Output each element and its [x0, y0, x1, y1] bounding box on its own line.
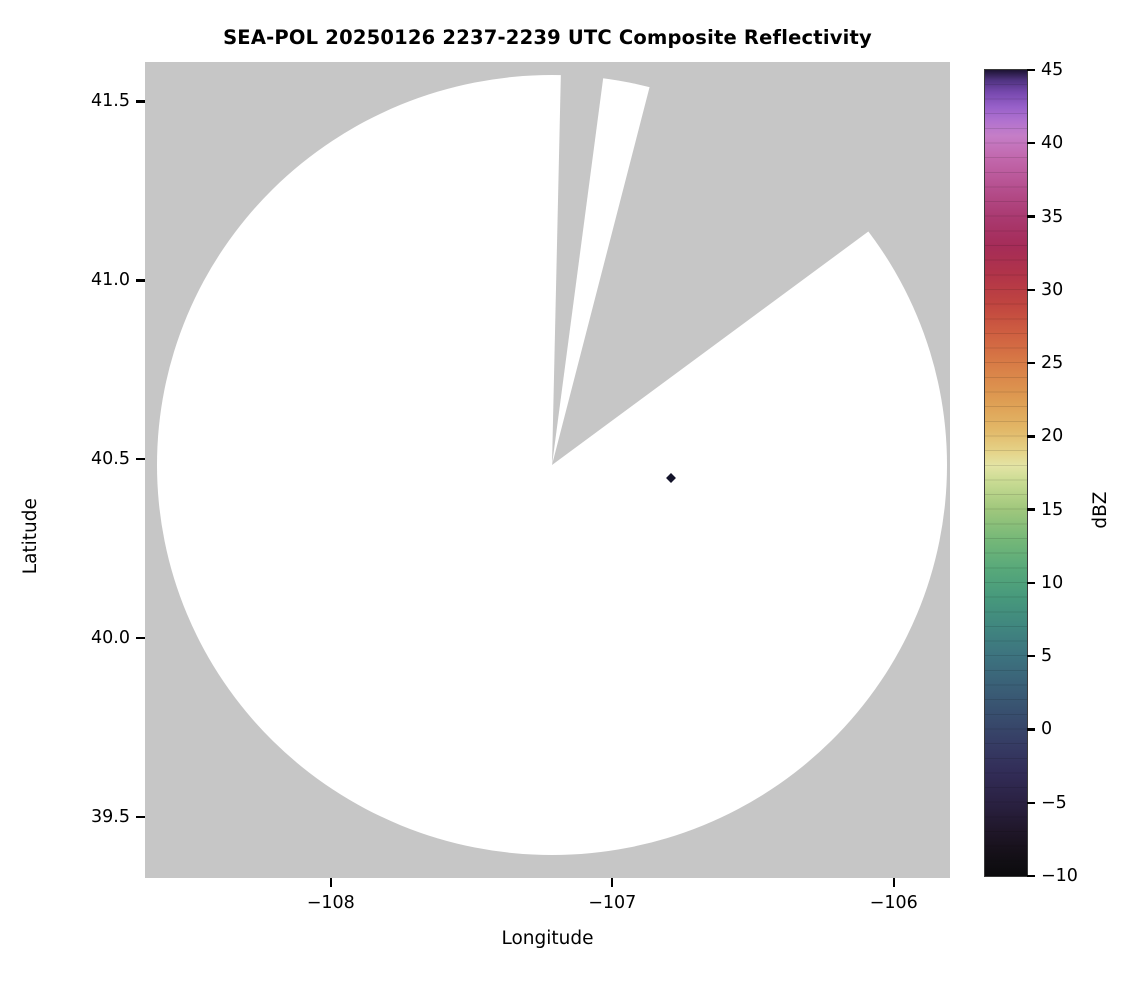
plot-area — [145, 62, 950, 878]
colorbar-tick-mark — [1027, 288, 1035, 291]
blocked-sector-north — [552, 68, 604, 465]
y-tick-label: 41.0 — [91, 270, 130, 291]
y-tick-label: 39.5 — [91, 807, 130, 828]
y-tick-label: 40.5 — [91, 449, 130, 470]
colorbar-tick-label: 5 — [1041, 646, 1053, 667]
x-tick-label: −108 — [306, 893, 355, 913]
colorbar-tick-label: 15 — [1041, 499, 1064, 520]
x-tick-mark — [611, 878, 614, 887]
colorbar-tick-label: 0 — [1041, 719, 1053, 740]
y-tick-mark — [136, 100, 145, 103]
colorbar-tick-mark — [1027, 361, 1035, 365]
x-tick-label: −107 — [588, 893, 637, 913]
colorbar-tick-label: 10 — [1041, 572, 1064, 593]
colorbar-tick-mark — [1027, 142, 1035, 145]
x-tick-mark — [892, 878, 895, 887]
colorbar-tick-label: −10 — [1041, 866, 1078, 886]
blocked-sector-northeast — [552, 70, 950, 465]
colorbar-tick-label: 45 — [1041, 60, 1064, 80]
colorbar-tick-mark — [1027, 654, 1035, 658]
colorbar-tick-mark — [1027, 215, 1035, 218]
colorbar-tick-label: 30 — [1041, 279, 1064, 300]
x-axis-label: Longitude — [501, 928, 594, 949]
colorbar-tick-label: 40 — [1041, 133, 1064, 154]
y-tick-label: 40.0 — [91, 628, 130, 649]
colorbar-tick-mark — [1027, 581, 1035, 585]
colorbar-band-lines — [985, 70, 1027, 876]
colorbar-tick-mark — [1027, 435, 1035, 438]
echo-point — [666, 473, 676, 483]
colorbar-tick-label: 35 — [1041, 206, 1064, 227]
colorbar-tick-mark — [1027, 68, 1035, 72]
colorbar-tick-label: 20 — [1041, 426, 1064, 447]
colorbar — [984, 69, 1028, 877]
y-tick-mark — [136, 815, 145, 819]
colorbar-tick-label: 25 — [1041, 353, 1064, 374]
x-tick-label: −106 — [869, 893, 918, 913]
colorbar-tick-mark — [1027, 728, 1035, 731]
x-tick-mark — [329, 878, 332, 887]
y-tick-mark — [136, 637, 145, 640]
y-tick-mark — [136, 279, 145, 282]
colorbar-tick-mark — [1027, 508, 1035, 511]
y-axis-label: Latitude — [20, 498, 41, 575]
colorbar-tick-mark — [1027, 874, 1035, 878]
chart-title: SEA-POL 20250126 2237-2239 UTC Composite… — [223, 26, 872, 49]
y-tick-mark — [136, 458, 145, 461]
y-tick-label: 41.5 — [91, 91, 130, 112]
colorbar-label: dBZ — [1090, 491, 1111, 529]
colorbar-tick-mark — [1027, 801, 1035, 804]
radar-coverage-plot — [157, 68, 950, 855]
colorbar-tick-label: −5 — [1041, 792, 1067, 813]
